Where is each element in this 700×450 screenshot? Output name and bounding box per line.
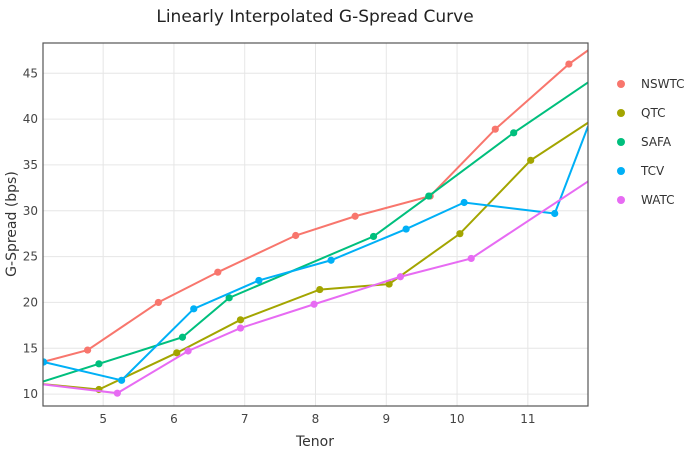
- x-tick-label: 6: [170, 412, 178, 426]
- y-tick-label: 45: [23, 66, 38, 80]
- legend-marker: [617, 138, 625, 146]
- x-tick-label: 9: [382, 412, 390, 426]
- data-point-watc: [467, 254, 475, 263]
- chart-title: Linearly Interpolated G-Spread Curve: [156, 7, 473, 27]
- series-layer: [29, 49, 588, 397]
- y-tick-label: 20: [23, 295, 38, 309]
- legend-marker: [617, 80, 625, 88]
- data-point-nswtc: [83, 346, 92, 354]
- series-line-safa: [43, 81, 588, 383]
- data-point-tcv: [402, 225, 410, 233]
- data-point-watc: [113, 389, 121, 397]
- legend-marker: [617, 196, 625, 204]
- data-point-safa: [95, 360, 103, 368]
- x-tick-label: 10: [449, 412, 464, 426]
- data-point-qtc: [456, 230, 464, 238]
- legend-label: QTC: [641, 106, 665, 120]
- series-safa: [43, 81, 588, 383]
- data-point-tcv: [190, 305, 198, 313]
- data-point-nswtc: [214, 268, 222, 276]
- x-tick-label: 11: [520, 412, 535, 426]
- series-line-watc: [43, 180, 588, 395]
- data-point-nswtc: [565, 60, 573, 68]
- data-point-watc: [184, 347, 192, 355]
- data-point-qtc: [29, 379, 36, 386]
- data-point-tcv: [551, 209, 559, 218]
- data-point-safa: [425, 192, 433, 200]
- x-tick-label: 7: [241, 412, 249, 426]
- y-axis-label: G-Spread (bps): [4, 171, 20, 277]
- x-axis-label: Tenor: [295, 434, 334, 450]
- data-point-tcv: [460, 198, 468, 207]
- data-point-watc: [310, 300, 318, 308]
- data-point-tcv: [117, 376, 126, 384]
- series-nswtc: [29, 49, 588, 368]
- y-tick-label: 25: [23, 250, 38, 264]
- y-tick-label: 10: [23, 387, 38, 401]
- series-tcv: [29, 126, 588, 384]
- data-point-nswtc: [154, 298, 162, 307]
- data-point-qtc: [316, 285, 324, 294]
- x-axis-ticks: 5 6 7 8 9 10 11: [99, 412, 535, 426]
- data-point-nswtc: [491, 125, 499, 133]
- data-point-nswtc: [292, 231, 300, 240]
- plot-frame: [42, 42, 589, 407]
- legend: NSWTC QTC SAFA TCV WATC: [617, 77, 684, 207]
- data-point-tcv: [29, 357, 36, 364]
- data-point-qtc: [527, 156, 535, 164]
- legend-item-watc: WATC: [617, 193, 675, 207]
- legend-item-safa: SAFA: [617, 135, 672, 149]
- y-tick-label: 40: [23, 112, 38, 126]
- data-point-tcv: [43, 358, 48, 366]
- y-tick-label: 35: [23, 158, 38, 172]
- legend-item-qtc: QTC: [617, 106, 665, 120]
- data-point-nswtc: [351, 212, 359, 220]
- legend-label: NSWTC: [641, 77, 684, 91]
- data-point-qtc: [236, 316, 245, 324]
- series-line-nswtc: [43, 49, 588, 363]
- y-tick-label: 15: [23, 341, 38, 355]
- legend-label: TCV: [640, 164, 665, 178]
- data-point-qtc: [173, 349, 181, 357]
- legend-item-nswtc: NSWTC: [617, 77, 684, 91]
- legend-marker: [617, 109, 625, 117]
- data-point-safa: [369, 232, 378, 241]
- data-point-safa: [510, 129, 518, 137]
- data-point-watc: [29, 379, 36, 386]
- x-tick-label: 5: [99, 412, 107, 426]
- series-line-tcv: [43, 126, 588, 382]
- data-point-tcv: [255, 276, 263, 285]
- data-point-watc: [396, 273, 405, 281]
- legend-label: WATC: [641, 193, 675, 207]
- legend-marker: [617, 167, 625, 175]
- data-point-watc: [236, 324, 245, 332]
- data-point-safa: [178, 333, 187, 341]
- data-point-tcv: [327, 256, 335, 264]
- x-tick-label: 8: [312, 412, 320, 426]
- y-tick-label: 30: [23, 204, 38, 218]
- data-point-safa: [225, 294, 233, 302]
- data-point-qtc: [385, 280, 393, 288]
- data-point-nswtc: [29, 361, 36, 368]
- legend-label: SAFA: [641, 135, 672, 149]
- y-axis-ticks: 10 15 20 25 30 35 40 45: [23, 66, 38, 401]
- legend-item-tcv: TCV: [617, 164, 665, 178]
- series-watc: [29, 180, 588, 397]
